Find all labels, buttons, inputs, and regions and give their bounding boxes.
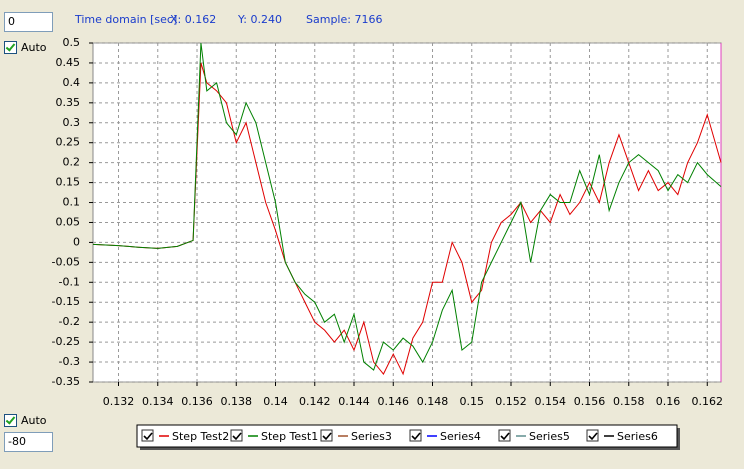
y-tick-label: 0.15 bbox=[56, 176, 81, 189]
y-tick-label: 0.4 bbox=[63, 76, 81, 89]
check-mark bbox=[143, 432, 153, 441]
readout: Y: 0.240 bbox=[237, 13, 282, 26]
legend-label: Series3 bbox=[351, 430, 392, 443]
y-tick-label: 0 bbox=[73, 235, 80, 248]
y-tick-label: 0.05 bbox=[56, 215, 81, 228]
y-tick-label: -0.05 bbox=[52, 255, 80, 268]
y-tick-label: 0.3 bbox=[63, 116, 81, 129]
x-tick-label: 0.144 bbox=[338, 395, 370, 408]
check-mark bbox=[232, 432, 242, 441]
legend-label: Series6 bbox=[617, 430, 658, 443]
legend-label: Step Test1 bbox=[261, 430, 318, 443]
x-tick-label: 0.134 bbox=[142, 395, 174, 408]
y-tick-label: 0.45 bbox=[56, 56, 81, 69]
x-tick-label: 0.132 bbox=[103, 395, 135, 408]
x-tick-label: 0.142 bbox=[299, 395, 331, 408]
x-tick-label: 0.156 bbox=[574, 395, 606, 408]
x-tick-label: 0.162 bbox=[692, 395, 724, 408]
y-tick-label: 0.5 bbox=[63, 36, 81, 49]
check-mark bbox=[411, 432, 421, 441]
x-tick-label: 0.154 bbox=[535, 395, 567, 408]
check-mark bbox=[322, 432, 332, 441]
check-mark bbox=[500, 432, 510, 441]
offset-input[interactable]: 0 bbox=[4, 12, 53, 32]
legend-checkbox[interactable] bbox=[320, 429, 333, 442]
auto-label: Auto bbox=[21, 414, 47, 427]
legend-checkbox[interactable] bbox=[409, 429, 422, 442]
legend-checkbox[interactable] bbox=[586, 429, 599, 442]
x-tick-label: 0.158 bbox=[613, 395, 645, 408]
x-tick-label: 0.16 bbox=[656, 395, 681, 408]
x-tick-label: 0.146 bbox=[378, 395, 410, 408]
y-tick-label: -0.1 bbox=[59, 275, 80, 288]
y-tick-label: 0.25 bbox=[56, 136, 81, 149]
readout: X: 0.162 bbox=[170, 13, 216, 26]
legend-label: Series4 bbox=[440, 430, 481, 443]
x-tick-label: 0.136 bbox=[181, 395, 213, 408]
legend-shadow bbox=[140, 428, 680, 450]
readout: Sample: 7166 bbox=[306, 13, 382, 26]
y-tick-label: -0.3 bbox=[59, 355, 80, 368]
y-tick-label: -0.35 bbox=[52, 375, 80, 388]
series-line bbox=[92, 62, 722, 376]
checkbox[interactable] bbox=[4, 414, 17, 427]
y-tick-label: 0.35 bbox=[56, 96, 81, 109]
checkbox[interactable] bbox=[4, 41, 17, 54]
y-tick-label: -0.15 bbox=[52, 295, 80, 308]
legend-label: Step Test2 bbox=[172, 430, 229, 443]
legend-checkbox[interactable] bbox=[141, 429, 154, 442]
legend-checkbox[interactable] bbox=[230, 429, 243, 442]
plot-area bbox=[92, 42, 722, 383]
y-tick-label: -0.2 bbox=[59, 315, 80, 328]
x-tick-label: 0.152 bbox=[495, 395, 527, 408]
range-input[interactable]: -80 bbox=[4, 432, 53, 452]
auto-checkbox[interactable]: Auto bbox=[4, 41, 47, 54]
x-tick-label: 0.14 bbox=[263, 395, 288, 408]
y-tick-label: 0.2 bbox=[63, 156, 81, 169]
legend-label: Series5 bbox=[529, 430, 570, 443]
auto-label: Auto bbox=[21, 41, 47, 54]
legend bbox=[136, 424, 678, 448]
series-line bbox=[92, 42, 722, 371]
x-tick-label: 0.148 bbox=[417, 395, 449, 408]
auto-checkbox-bottom[interactable]: Auto bbox=[4, 414, 47, 427]
legend-checkbox[interactable] bbox=[498, 429, 511, 442]
check-mark bbox=[588, 432, 598, 441]
x-axis-label: Time domain [sec] bbox=[74, 13, 177, 26]
y-tick-label: -0.25 bbox=[52, 335, 80, 348]
y-tick-label: 0.1 bbox=[63, 196, 81, 209]
x-tick-label: 0.15 bbox=[460, 395, 485, 408]
x-tick-label: 0.138 bbox=[221, 395, 253, 408]
